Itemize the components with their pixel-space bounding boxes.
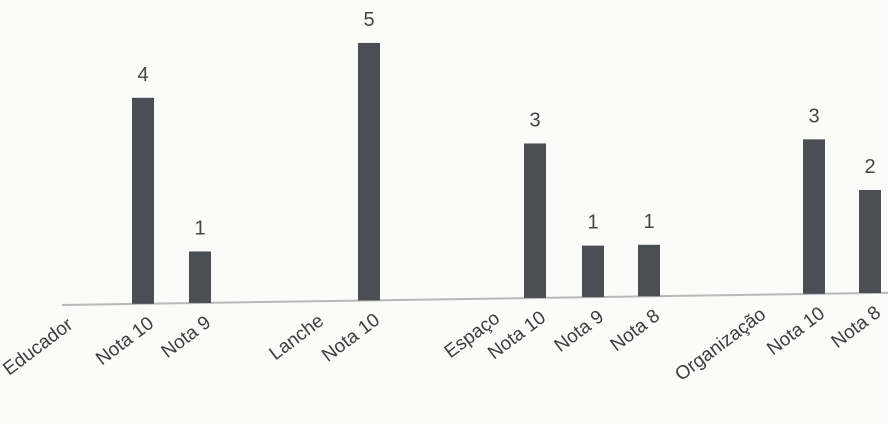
x-tick-label-8: Nota 8 xyxy=(607,306,664,356)
data-label-7: 1 xyxy=(587,212,598,234)
bar-6 xyxy=(524,143,546,298)
bar-2 xyxy=(189,251,211,303)
x-tick-label-9: Organização xyxy=(671,304,770,386)
data-label-10: 3 xyxy=(808,105,819,127)
x-tick-label-10: Nota 10 xyxy=(763,303,829,360)
x-tick-label-4: Nota 10 xyxy=(318,310,384,367)
x-tick-label-2: Nota 9 xyxy=(158,312,215,362)
data-label-6: 3 xyxy=(529,109,540,131)
bars-group xyxy=(132,42,881,304)
data-label-8: 1 xyxy=(643,211,654,233)
data-label-11: 2 xyxy=(864,156,875,178)
x-tick-label-1: Nota 10 xyxy=(92,313,158,370)
data-label-1: 4 xyxy=(137,64,148,86)
bar-10 xyxy=(803,139,825,294)
bar-8 xyxy=(638,244,660,297)
x-tick-label-3: Lanche xyxy=(266,310,328,364)
data-label-2: 1 xyxy=(194,217,205,239)
bar-7 xyxy=(582,245,604,298)
x-tick-label-7: Nota 9 xyxy=(551,306,608,356)
bar-1 xyxy=(132,97,154,304)
data-labels-group: 4 1 5 3 1 1 3 2 xyxy=(137,9,875,240)
bar-4 xyxy=(358,42,380,301)
x-axis-line xyxy=(61,291,888,306)
data-label-4: 5 xyxy=(363,9,374,31)
bar-11 xyxy=(859,190,881,293)
x-tick-label-11: Nota 8 xyxy=(828,302,885,352)
x-tick-label-0: Educador xyxy=(0,314,78,380)
